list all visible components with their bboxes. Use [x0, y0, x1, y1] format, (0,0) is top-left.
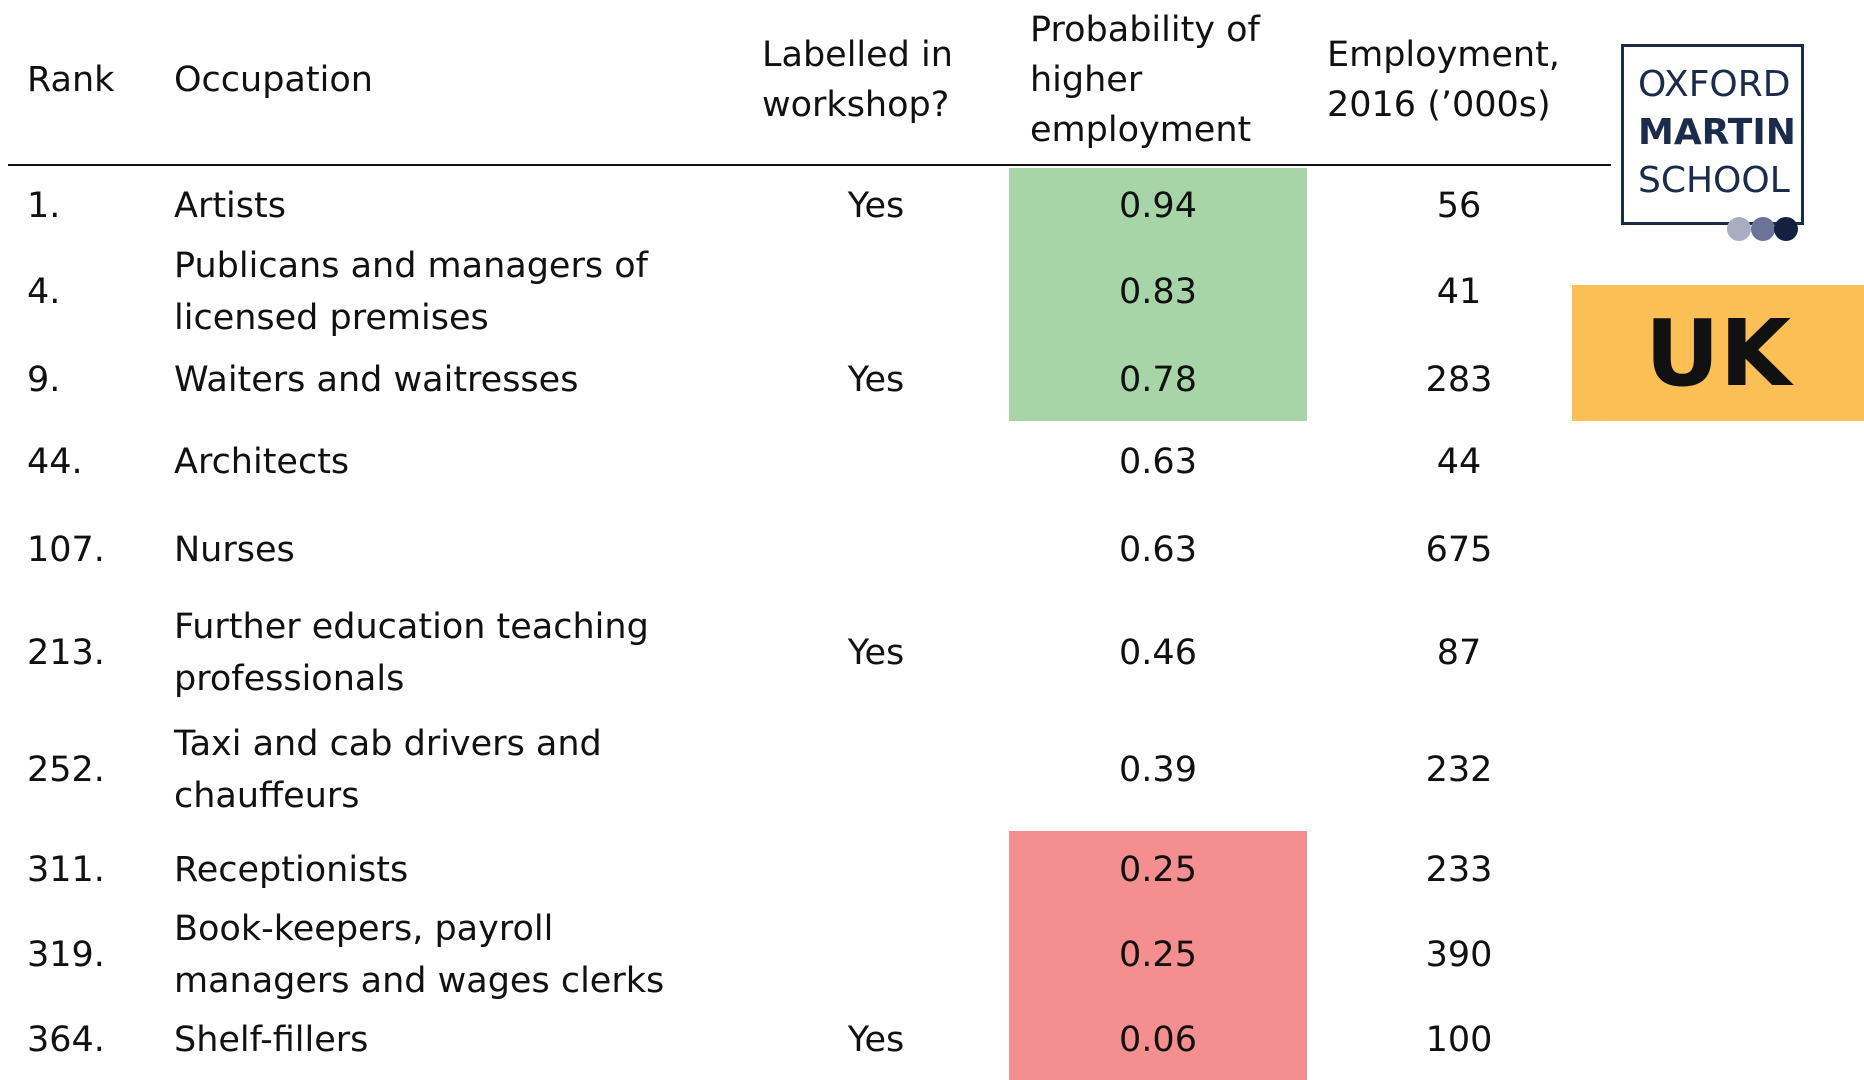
occupation-line: Artists	[174, 186, 286, 226]
highlight	[1009, 909, 1307, 1000]
occupation-line: Receptionists	[174, 850, 409, 890]
employment: 232	[1425, 749, 1493, 790]
region-badge: UK	[1572, 285, 1864, 421]
dot	[1774, 217, 1798, 241]
header-text: Labelled in	[762, 35, 953, 75]
occupation-line: professionals	[174, 658, 405, 699]
employment: 87	[1436, 632, 1482, 673]
rank: 9.	[27, 360, 61, 400]
header-text: employment	[1030, 110, 1252, 150]
labelled: Yes	[847, 1020, 905, 1060]
occupation-line: Publicans and managers of	[174, 245, 648, 286]
employment: 56	[1436, 186, 1482, 226]
employment: 100	[1425, 1020, 1493, 1060]
labelled: Yes	[847, 632, 905, 673]
occupation-line: Further education teaching	[174, 606, 649, 647]
header-cell: Labelled in workshop?	[762, 2, 953, 158]
occupation-line: licensed premises	[174, 297, 489, 338]
header-text: higher	[1030, 60, 1143, 100]
occupation-line: managers and wages clerks	[174, 960, 665, 1001]
employment: 390	[1425, 934, 1493, 975]
table: Rank Occupation Labelled in workshop? Probab…	[27, 2, 1560, 1080]
highlight	[1009, 244, 1307, 339]
header-text: workshop?	[762, 85, 950, 125]
occupation-line: Nurses	[174, 530, 295, 570]
highlight	[1009, 339, 1307, 421]
rank: 1.	[27, 186, 61, 226]
probability: 0.94	[1119, 186, 1197, 226]
header-text: 2016 (’000s)	[1327, 85, 1551, 125]
header-text: Employment,	[1327, 35, 1560, 75]
occupation: Book-keepers, payroll managers and wages …	[174, 909, 664, 1001]
employment: 44	[1436, 442, 1482, 482]
occupation: Taxi and cab drivers and chauffeurs	[174, 708, 602, 831]
logo: OXFORD MARTIN SCHOOL	[1621, 44, 1804, 225]
header-cell: Probability of higher employment	[1030, 2, 1260, 158]
employment: 233	[1425, 850, 1493, 890]
probability: 0.25	[1119, 934, 1197, 975]
logo-line: SCHOOL	[1638, 160, 1790, 201]
rank: 44.	[27, 442, 83, 482]
employment: 283	[1425, 360, 1493, 400]
occupation-line: Taxi and cab drivers and	[174, 723, 602, 764]
highlight	[1009, 831, 1307, 909]
header-cell: Employment, 2016 (’000s)	[1327, 2, 1560, 158]
occupation: Publicans and managers of licensed premis…	[174, 244, 648, 339]
header-cell: Rank	[27, 2, 114, 158]
occupation: Waiters and waitresses	[174, 339, 578, 421]
labelled: Yes	[847, 186, 905, 226]
header-rule	[8, 164, 1611, 166]
employment: 41	[1436, 271, 1482, 312]
probability: 0.83	[1119, 271, 1197, 312]
occupation-line: Book-keepers, payroll	[174, 908, 554, 949]
probability: 0.25	[1119, 850, 1197, 890]
rank: 364.	[27, 1020, 105, 1060]
occupation-line: Shelf-fillers	[174, 1020, 369, 1060]
header-text: Rank	[27, 60, 115, 100]
probability: 0.46	[1119, 632, 1197, 673]
header-cell: Occupation	[174, 2, 373, 158]
rank: 4.	[27, 271, 61, 312]
occupation: Artists	[174, 168, 286, 244]
occupation: Shelf-fillers	[174, 1000, 368, 1080]
highlight	[1009, 168, 1307, 244]
probability: 0.63	[1119, 442, 1197, 482]
occupation-line: Architects	[174, 442, 350, 482]
logo-line: MARTIN	[1638, 112, 1796, 153]
dot	[1751, 217, 1775, 241]
probability: 0.63	[1119, 530, 1197, 570]
rank: 319.	[27, 934, 105, 975]
header-text: Probability of	[1030, 10, 1260, 50]
rank: 107.	[27, 530, 105, 570]
occupation: Further education teaching professionals	[174, 597, 649, 708]
probability: 0.39	[1119, 749, 1197, 790]
occupation-line: Waiters and waitresses	[174, 360, 579, 400]
logo-dots	[1727, 217, 1798, 241]
header-text: Occupation	[174, 60, 373, 100]
occupation: Architects	[174, 421, 349, 503]
dot	[1727, 217, 1751, 241]
rank: 252.	[27, 749, 105, 790]
rank: 311.	[27, 850, 105, 890]
occupation: Nurses	[174, 503, 295, 597]
probability: 0.06	[1119, 1020, 1197, 1060]
logo-line: OXFORD	[1638, 64, 1791, 105]
occupation: Receptionists	[174, 831, 408, 909]
employment: 675	[1425, 530, 1493, 570]
probability: 0.78	[1119, 360, 1197, 400]
rank: 213.	[27, 632, 105, 673]
highlight	[1009, 1000, 1307, 1080]
labelled: Yes	[847, 360, 905, 400]
occupation-line: chauffeurs	[174, 775, 360, 816]
